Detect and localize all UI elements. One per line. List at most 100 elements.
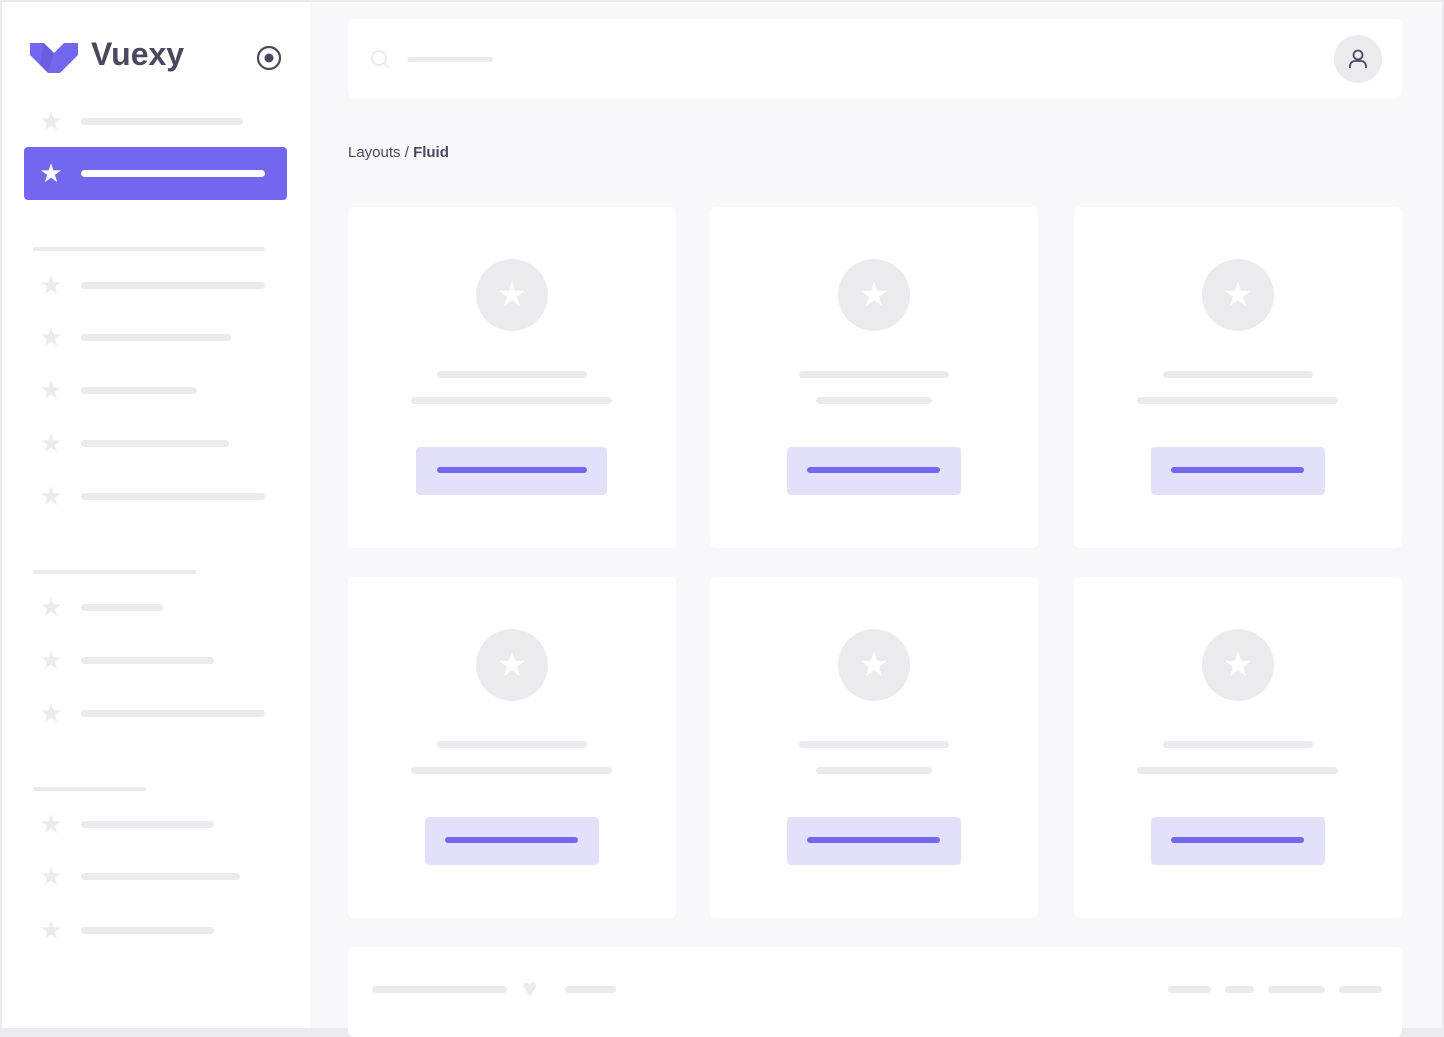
footer-link[interactable] [1268,986,1325,993]
star-icon: ★ [39,861,63,891]
card-title-placeholder [1163,371,1313,378]
star-icon: ★ [39,645,63,675]
card-button-label-placeholder [807,837,940,843]
star-icon: ★ [838,259,910,331]
vuexy-logo-icon [30,43,78,73]
star-icon: ★ [476,629,548,701]
content-card: ★ [710,577,1038,918]
sidebar-item[interactable]: ★ [2,108,310,134]
radio-circle-icon[interactable] [256,45,282,71]
star-icon: ★ [1202,629,1274,701]
heart-icon: ♥ [522,973,538,1003]
content-card: ★ [1074,577,1402,918]
content-card: ★ [1074,207,1402,548]
card-button[interactable] [787,817,961,865]
footer-text-placeholder [565,986,616,993]
star-icon: ★ [39,592,63,622]
sidebar-item[interactable]: ★ [2,324,310,350]
star-icon: ★ [39,270,63,300]
star-icon: ★ [39,106,63,136]
card-button[interactable] [1151,817,1325,865]
card-button-label-placeholder [1171,837,1304,843]
star-icon: ★ [39,375,63,405]
sidebar-item-label-placeholder [81,493,265,500]
sidebar-item-label-placeholder [81,710,265,717]
card-button-label-placeholder [1171,467,1304,473]
sidebar-item-label-placeholder [81,440,229,447]
sidebar-item-label-placeholder [81,821,214,828]
sidebar-item[interactable]: ★ [2,917,310,943]
card-button[interactable] [425,817,599,865]
footer-link[interactable] [1225,986,1254,993]
breadcrumb-current: Fluid [413,144,449,161]
footer: ♥ [348,947,1402,1037]
sidebar-item[interactable]: ★ [2,430,310,456]
sidebar-item[interactable]: ★ [2,594,310,620]
star-icon: ★ [39,428,63,458]
search-icon[interactable] [370,49,392,71]
star-icon: ★ [39,322,63,352]
card-text-placeholder [1137,397,1338,404]
sidebar-item-active[interactable]: ★ [24,147,287,200]
footer-text-placeholder [372,986,507,993]
sidebar-item-label-placeholder [81,170,265,177]
card-text-placeholder [411,397,612,404]
content-card: ★ [710,207,1038,548]
sidebar-item-label-placeholder [81,118,243,125]
star-icon: ★ [39,809,63,839]
sidebar-section-header [33,570,196,574]
sidebar-section-header [33,787,146,791]
breadcrumb-separator: / [400,144,414,161]
sidebar-item[interactable]: ★ [2,811,310,837]
sidebar-item-label-placeholder [81,282,265,289]
star-icon: ★ [39,481,63,511]
star-icon: ★ [476,259,548,331]
breadcrumb: Layouts / Fluid [348,144,449,161]
card-text-placeholder [816,397,932,404]
card-button[interactable] [787,447,961,495]
star-icon: ★ [39,915,63,945]
card-title-placeholder [799,371,949,378]
breadcrumb-parent[interactable]: Layouts [348,144,401,161]
search-input[interactable] [407,57,493,62]
card-text-placeholder [1137,767,1338,774]
card-button[interactable] [416,447,607,495]
sidebar-item-label-placeholder [81,604,163,611]
sidebar-item-label-placeholder [81,657,214,664]
sidebar-item[interactable]: ★ [2,272,310,298]
sidebar-item[interactable]: ★ [2,700,310,726]
card-button-label-placeholder [437,467,587,473]
star-icon: ★ [1202,259,1274,331]
user-avatar[interactable] [1334,35,1382,83]
content-card: ★ [348,577,676,918]
card-text-placeholder [816,767,932,774]
card-title-placeholder [437,741,587,748]
sidebar-item-label-placeholder [81,387,197,394]
brand-name: Vuexy [91,36,185,72]
sidebar-item[interactable]: ★ [2,377,310,403]
sidebar-item[interactable]: ★ [2,863,310,889]
sidebar-item[interactable]: ★ [2,483,310,509]
card-title-placeholder [799,741,949,748]
star-icon: ★ [39,698,63,728]
footer-link[interactable] [1168,986,1211,993]
card-button[interactable] [1151,447,1325,495]
star-icon: ★ [39,158,63,188]
user-icon [1349,49,1367,68]
sidebar-section-header [33,247,265,251]
card-title-placeholder [437,371,587,378]
content-card: ★ [348,207,676,548]
sidebar-item[interactable]: ★ [2,647,310,673]
sidebar-item-label-placeholder [81,927,214,934]
card-text-placeholder [411,767,612,774]
card-title-placeholder [1163,741,1313,748]
navbar [348,19,1402,98]
sidebar: Vuexy ★ ★ ★ ★ ★ ★ ★ ★ ★ ★ ★ ★ ★ [2,2,310,1028]
star-icon: ★ [838,629,910,701]
card-button-label-placeholder [807,467,940,473]
sidebar-item-label-placeholder [81,334,231,341]
card-button-label-placeholder [445,837,578,843]
footer-link[interactable] [1339,986,1382,993]
sidebar-item-label-placeholder [81,873,240,880]
